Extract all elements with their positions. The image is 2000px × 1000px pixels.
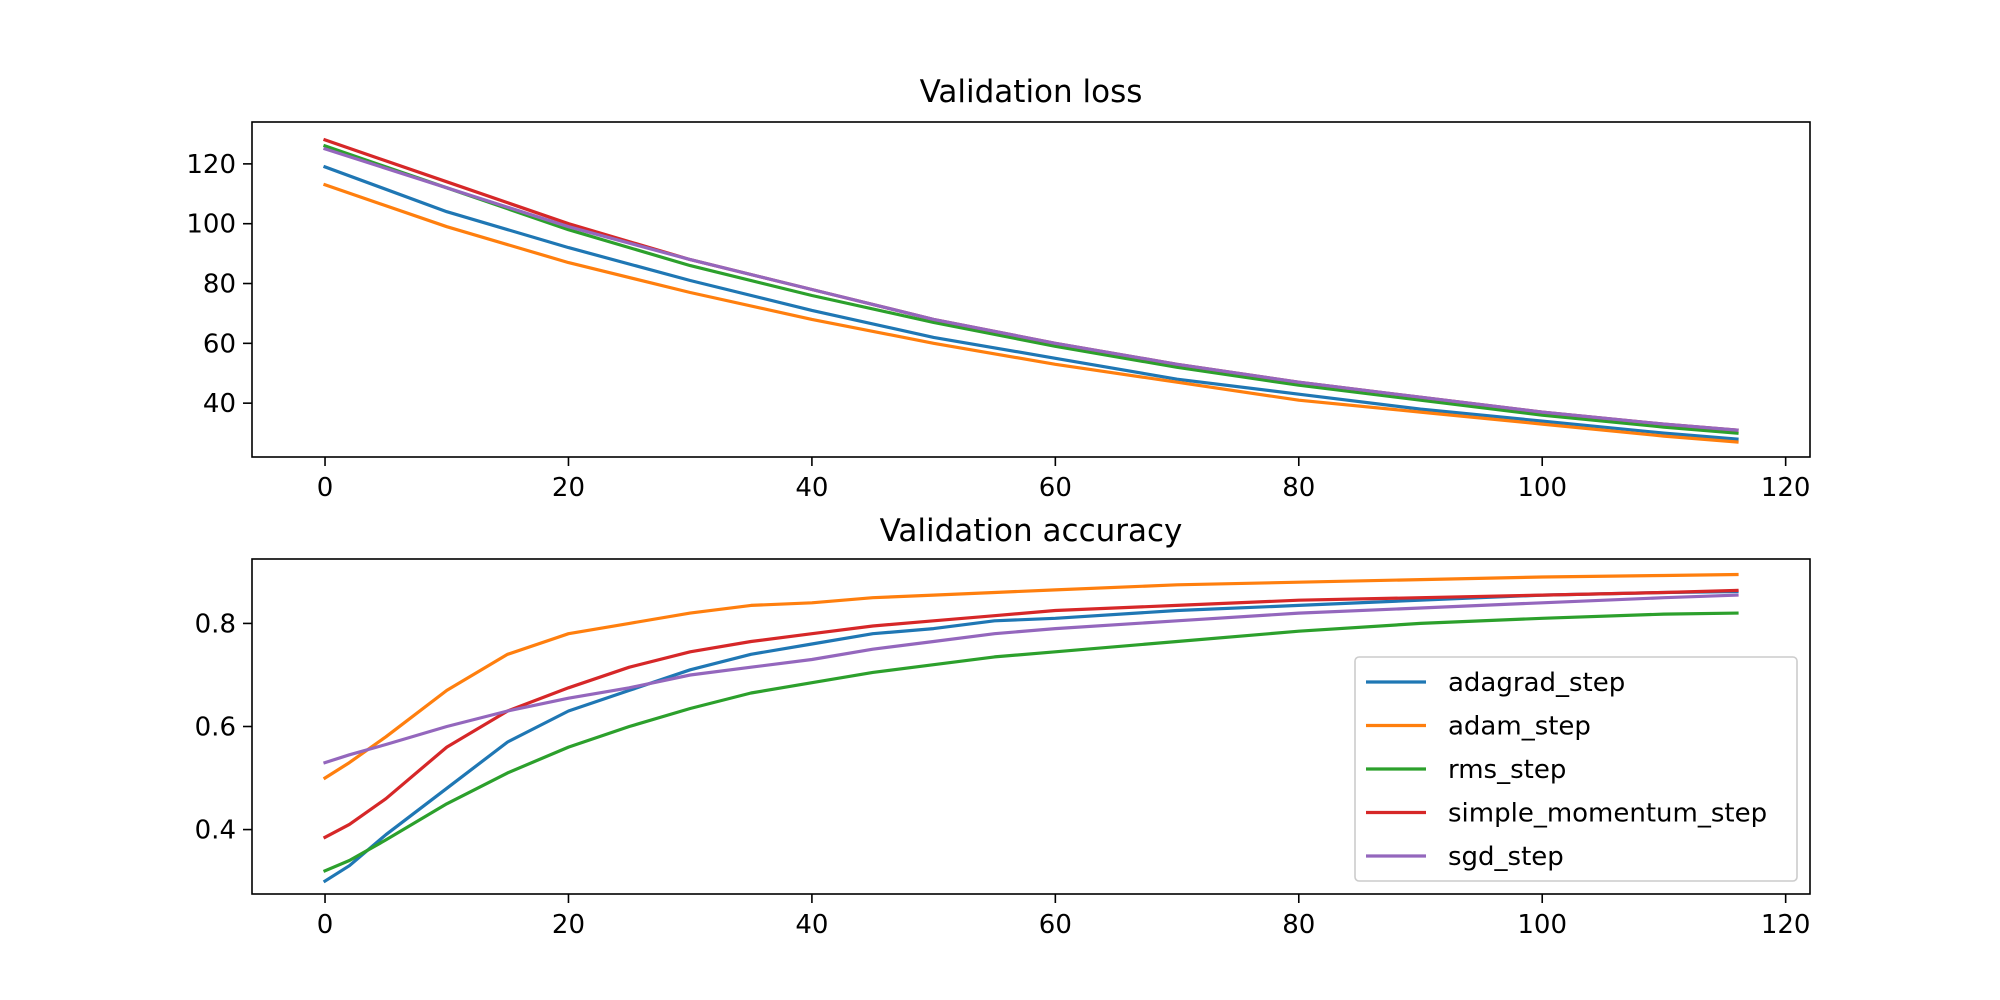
loss-xtick-label: 120 bbox=[1761, 473, 1811, 503]
accuracy-xtick-label: 40 bbox=[795, 910, 828, 940]
loss-line-adam-step bbox=[322, 182, 1739, 444]
loss-ytick-label: 100 bbox=[186, 210, 236, 240]
loss-xtick-label: 20 bbox=[552, 473, 585, 503]
loss-line-adagrad-step bbox=[322, 164, 1739, 441]
legend-label-rms-step: rms_step bbox=[1448, 755, 1566, 785]
loss-subplot: Validation loss 0 20 40 60 80 100 120 40 60 80 10… bbox=[186, 74, 1811, 503]
loss-yticks: 40 60 80 100 120 bbox=[186, 150, 252, 419]
loss-ytick-label: 40 bbox=[203, 389, 236, 419]
accuracy-line-rms-step bbox=[322, 611, 1739, 873]
accuracy-ytick-label: 0.4 bbox=[195, 816, 236, 846]
accuracy-line-adagrad-step bbox=[322, 589, 1739, 884]
legend-label-sgd-step: sgd_step bbox=[1448, 842, 1564, 872]
accuracy-xtick-label: 20 bbox=[552, 910, 585, 940]
loss-ytick-label: 80 bbox=[203, 270, 236, 300]
loss-xtick-label: 40 bbox=[795, 473, 828, 503]
accuracy-ytick-label: 0.6 bbox=[195, 713, 236, 743]
legend-label-adam-step: adam_step bbox=[1448, 712, 1591, 742]
loss-ytick-label: 120 bbox=[186, 150, 236, 180]
accuracy-title: Validation accuracy bbox=[880, 513, 1183, 549]
legend-label-adagrad-step: adagrad_step bbox=[1448, 668, 1625, 698]
accuracy-line-sgd-step bbox=[322, 593, 1739, 765]
accuracy-xticks: 0 20 40 60 80 100 120 bbox=[317, 894, 1811, 940]
accuracy-axes-frame bbox=[251, 558, 1811, 895]
legend: adagrad_step adam_step rms_step simple_mome… bbox=[1354, 656, 1798, 882]
accuracy-xtick-label: 0 bbox=[317, 910, 334, 940]
accuracy-line-simple-momentum-step bbox=[322, 588, 1739, 840]
accuracy-xtick-label: 100 bbox=[1517, 910, 1567, 940]
legend-label-simple-momentum-step: simple_momentum_step bbox=[1448, 799, 1767, 829]
accuracy-subplot: Validation accuracy 0 20 40 60 80 100 120 0.40… bbox=[195, 513, 1811, 940]
accuracy-yticks: 0.4 0.6 0.8 bbox=[195, 609, 252, 846]
loss-xtick-label: 0 bbox=[317, 473, 334, 503]
accuracy-xtick-label: 120 bbox=[1761, 910, 1811, 940]
loss-xtick-label: 80 bbox=[1282, 473, 1315, 503]
accuracy-ytick-label: 0.8 bbox=[195, 609, 236, 639]
loss-title: Validation loss bbox=[920, 74, 1143, 110]
legend-box bbox=[1354, 656, 1798, 882]
loss-xticks: 0 20 40 60 80 100 120 bbox=[317, 457, 1811, 503]
loss-line-rms-step bbox=[322, 143, 1739, 435]
accuracy-xtick-label: 60 bbox=[1039, 910, 1072, 940]
loss-series-group bbox=[322, 137, 1739, 444]
accuracy-series-group bbox=[322, 572, 1739, 884]
loss-xtick-label: 60 bbox=[1039, 473, 1072, 503]
loss-ytick-label: 60 bbox=[203, 329, 236, 359]
loss-line-sgd-step bbox=[322, 146, 1739, 432]
loss-xtick-label: 100 bbox=[1517, 473, 1567, 503]
accuracy-xtick-label: 80 bbox=[1282, 910, 1315, 940]
accuracy-line-adam-step bbox=[322, 572, 1739, 781]
loss-axes-frame bbox=[251, 121, 1811, 458]
